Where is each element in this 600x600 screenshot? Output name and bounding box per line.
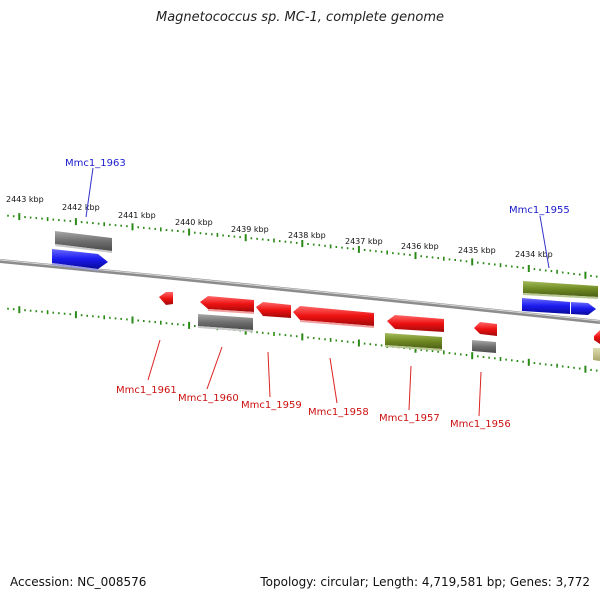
feature-cds-forward[interactable] <box>52 249 108 269</box>
feature-gray[interactable] <box>198 314 253 330</box>
feature-olive-shadow <box>385 345 442 351</box>
top-gene-labels: Mmc1_1963 Mmc1_1955 <box>65 158 570 216</box>
genome-summary-text: Topology: circular; Length: 4,719,581 bp… <box>260 575 590 589</box>
feature-cds-reverse[interactable] <box>387 315 444 332</box>
gene-label-Mmc1_1955[interactable]: Mmc1_1955 <box>509 205 570 216</box>
gene-label-Mmc1_1961[interactable]: Mmc1_1961 <box>116 385 177 396</box>
feature-cds-reverse[interactable] <box>256 302 291 318</box>
forward-ruler-ticks <box>7 213 598 279</box>
gene-label-Mmc1_1957[interactable]: Mmc1_1957 <box>379 413 440 424</box>
leader-line <box>147 339 161 381</box>
feature-olive-shadow <box>523 293 598 299</box>
ruler-label: 2436 kbp <box>401 242 439 251</box>
ruler-label: 2438 kbp <box>288 231 326 240</box>
feature-gray-shadow <box>55 244 112 253</box>
feature-khaki[interactable] <box>593 348 600 361</box>
feature-cds-forward[interactable] <box>571 302 596 315</box>
ruler-label: 2442 kbp <box>62 203 100 212</box>
feature-cds-reverse[interactable] <box>474 322 497 336</box>
ruler-label: 2437 kbp <box>345 237 383 246</box>
gene-label-Mmc1_1960[interactable]: Mmc1_1960 <box>178 393 239 404</box>
leader-line <box>267 351 271 398</box>
feature-cds-reverse[interactable] <box>159 292 173 305</box>
gene-label-Mmc1_1959[interactable]: Mmc1_1959 <box>241 400 302 411</box>
leader-line <box>329 357 338 404</box>
bottom-leader-lines <box>147 339 482 417</box>
leader-line <box>408 365 412 411</box>
feature-cds-forward-shadow <box>52 263 98 271</box>
feature-cds-reverse[interactable] <box>594 330 600 344</box>
leader-line <box>539 215 550 269</box>
ruler-label: 2441 kbp <box>118 211 156 220</box>
feature-cds-forward[interactable] <box>522 298 570 314</box>
feature-cds-reverse-shadow <box>208 309 254 314</box>
bottom-gene-labels: Mmc1_1961 Mmc1_1960 Mmc1_1959 Mmc1_1958 … <box>116 385 511 430</box>
ruler-label: 2435 kbp <box>458 246 496 255</box>
leader-line <box>478 371 482 417</box>
feature-cds-reverse[interactable] <box>200 296 254 312</box>
ruler-label: 2443 kbp <box>6 195 44 204</box>
leader-line <box>85 167 94 218</box>
gene-label-Mmc1_1958[interactable]: Mmc1_1958 <box>308 407 369 418</box>
gene-label-Mmc1_1963[interactable]: Mmc1_1963 <box>65 158 126 169</box>
top-leader-lines <box>85 167 550 269</box>
leader-line <box>206 346 223 390</box>
feature-gray[interactable] <box>472 340 496 353</box>
map-title: Magnetococcus sp. MC-1, complete genome <box>155 10 445 25</box>
accession-text: Accession: NC_008576 <box>10 575 147 589</box>
ruler-label: 2440 kbp <box>175 218 213 227</box>
reverse-features <box>159 292 600 361</box>
forward-features <box>52 231 598 315</box>
ruler-label: 2439 kbp <box>231 225 269 234</box>
feature-cds-reverse[interactable] <box>293 306 374 326</box>
feature-olive[interactable] <box>385 333 442 349</box>
ruler-labels: 2443 kbp 2442 kbp 2441 kbp 2440 kbp 2439… <box>6 195 553 259</box>
feature-gray[interactable] <box>55 231 112 251</box>
gene-label-Mmc1_1956[interactable]: Mmc1_1956 <box>450 419 511 430</box>
feature-gray-shadow <box>198 326 253 332</box>
feature-olive[interactable] <box>523 281 598 297</box>
feature-cds-reverse-shadow <box>300 320 374 328</box>
ruler-label: 2434 kbp <box>515 250 553 259</box>
genome-backbone <box>0 259 600 324</box>
